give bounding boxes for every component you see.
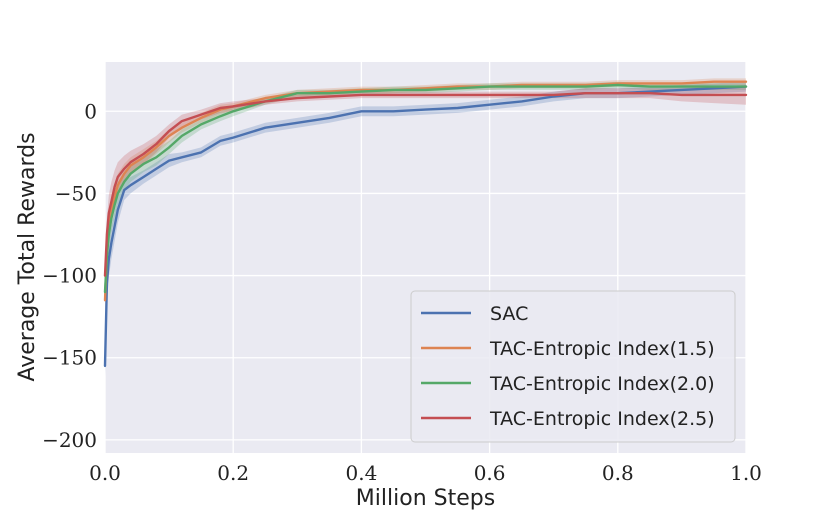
legend-box	[410, 290, 736, 443]
y-tick-label-1: −50	[55, 181, 97, 205]
legend-label-sac: SAC	[490, 303, 528, 325]
legend-label-tac-entropic-index-2-0: TAC-Entropic Index(2.0)	[489, 373, 715, 395]
y-axis-label: Average Total Rewards	[15, 132, 40, 381]
y-tick-label-3: −150	[42, 346, 97, 370]
x-tick-label-5: 1.0	[730, 461, 762, 485]
x-tick-label-1: 0.2	[217, 461, 249, 485]
legend[interactable]: SAC TAC-Entropic Index(1.5) TAC-Entropic I…	[410, 290, 736, 443]
y-tick-labels: 0 −50 −100 −150 −200	[42, 99, 97, 452]
x-tick-label-0: 0.0	[89, 461, 121, 485]
y-tick-label-0: 0	[84, 99, 97, 123]
line-tac-entropic-index-1-5	[103, 80, 748, 302]
legend-items: SAC TAC-Entropic Index(1.5) TAC-Entropic I…	[421, 303, 715, 430]
legend-label-tac-entropic-index-1-5: TAC-Entropic Index(1.5)	[489, 338, 715, 360]
x-axis-label: Million Steps	[356, 486, 495, 511]
line-tac-entropic-index-2-5	[103, 91, 748, 277]
y-tick-label-2: −100	[42, 264, 97, 288]
x-tick-label-2: 0.4	[345, 461, 377, 485]
legend-label-tac-entropic-index-2-5: TAC-Entropic Index(2.5)	[489, 408, 715, 430]
series-lines	[103, 80, 748, 368]
x-tick-labels: 0.0 0.2 0.4 0.6 0.8 1.0	[89, 461, 762, 485]
x-tick-label-4: 0.8	[602, 461, 634, 485]
x-tick-label-3: 0.6	[474, 461, 506, 485]
y-tick-label-4: −200	[42, 428, 97, 452]
